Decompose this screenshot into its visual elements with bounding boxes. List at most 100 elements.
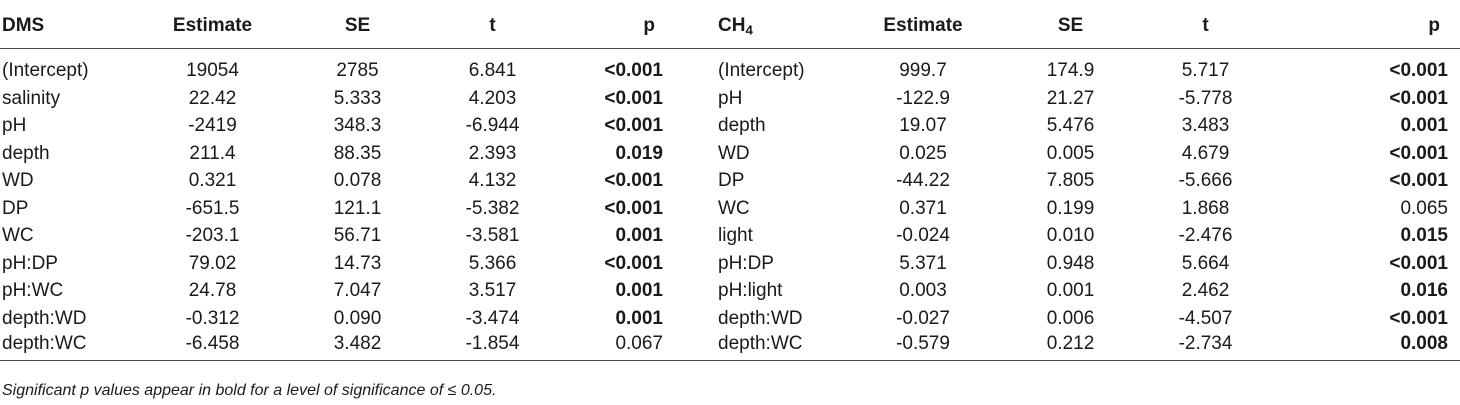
- table-row: depth:WC -6.458 3.482 -1.854 0.067 depth:WC -0…: [0, 332, 1460, 361]
- header-ch4-se: SE: [1003, 4, 1138, 49]
- dms-t-cell: 4.132: [468, 170, 517, 192]
- table-row: depth 211.4 88.35 2.393 0.019 WD 0.025 0.005 4.6…: [0, 140, 1460, 168]
- dms-p-cell: 0.001: [615, 225, 663, 247]
- header-dms-p: p: [560, 4, 693, 49]
- dms-estimate-cell: 19054: [186, 60, 239, 82]
- ch4-p-cell: <0.001: [1389, 252, 1448, 274]
- dms-t-cell: 6.841: [468, 60, 517, 82]
- header-ch4-p: p: [1273, 4, 1460, 49]
- ch4-se-cell: 21.27: [1046, 87, 1095, 109]
- ch4-estimate-cell: 5.371: [899, 252, 947, 274]
- ch4-term-cell: WD: [718, 142, 750, 164]
- table-row: pH:DP 79.02 14.73 5.366 <0.001 pH:DP 5.371 0.94…: [0, 250, 1460, 278]
- ch4-term-cell: light: [718, 225, 753, 247]
- ch4-estimate-cell: 999.7: [899, 60, 947, 82]
- table-row: pH:WC 24.78 7.047 3.517 0.001 pH:light 0.003 0.…: [0, 278, 1460, 306]
- dms-estimate-cell: -203.1: [185, 225, 240, 247]
- dms-p-cell: 0.067: [560, 332, 693, 361]
- dms-p-cell: 0.001: [615, 307, 663, 329]
- table-row: depth:WD -0.312 0.090 -3.474 0.001 depth:WD -0…: [0, 305, 1460, 333]
- dms-p-cell: <0.001: [604, 170, 663, 192]
- table-row: DP -651.5 121.1 -5.382 <0.001 WC 0.371 0.199 1.8…: [0, 195, 1460, 223]
- header-ch4: CH4: [693, 4, 843, 49]
- ch4-p-cell: <0.001: [1389, 87, 1448, 109]
- ch4-t-cell: 5.717: [1181, 60, 1230, 82]
- dms-estimate-cell: 22.42: [188, 87, 237, 109]
- ch4-p-cell: 0.015: [1400, 225, 1448, 247]
- ch4-se-cell: 0.010: [1046, 225, 1095, 247]
- ch4-p-cell: <0.001: [1389, 170, 1448, 192]
- header-dms-estimate: Estimate: [135, 4, 290, 49]
- ch4-t-cell: -2.476: [1178, 225, 1233, 247]
- dms-t-cell: 3.517: [468, 280, 517, 302]
- dms-se-cell: 14.73: [333, 252, 382, 274]
- ch4-estimate-cell: -44.22: [896, 170, 950, 192]
- dms-p-cell: 0.001: [615, 280, 663, 302]
- dms-t-cell: -3.581: [465, 225, 520, 247]
- dms-p-cell: <0.001: [604, 197, 663, 219]
- ch4-term-cell: (Intercept): [718, 60, 805, 82]
- dms-p-cell: <0.001: [604, 87, 663, 109]
- dms-estimate-cell: -651.5: [185, 197, 240, 219]
- dms-se-cell: 348.3: [333, 115, 382, 137]
- ch4-term-cell: depth:WD: [718, 307, 803, 329]
- dms-term-cell: WD: [2, 170, 34, 192]
- header-dms-se: SE: [290, 4, 425, 49]
- table-row: WD 0.321 0.078 4.132 <0.001 DP -44.22 7.805 -5.6…: [0, 168, 1460, 196]
- ch4-p-cell: 0.065: [1400, 197, 1448, 219]
- ch4-p-cell: 0.008: [1273, 332, 1460, 361]
- dms-se-cell: 2785: [336, 60, 379, 82]
- ch4-p-cell: <0.001: [1389, 307, 1448, 329]
- ch4-se-cell: 0.948: [1046, 252, 1095, 274]
- ch4-term-cell: pH:light: [718, 280, 783, 302]
- dms-se-cell: 0.090: [333, 307, 382, 329]
- ch4-p-cell: 0.001: [1400, 115, 1448, 137]
- dms-estimate-cell: -0.312: [185, 307, 240, 329]
- ch4-se-cell: 7.805: [1046, 170, 1095, 192]
- table-body: (Intercept) 19054 2785 6.841 <0.001 (Intercep…: [0, 48, 1460, 361]
- ch4-term-cell: pH:DP: [718, 252, 774, 274]
- dms-term-cell: pH:DP: [2, 252, 58, 274]
- dms-t-cell: 5.366: [468, 252, 517, 274]
- dms-t-cell: -1.854: [425, 332, 560, 361]
- table-header-row: DMS Estimate SE t p CH4 Estimate SE t p: [0, 4, 1460, 49]
- ch4-estimate-cell: -122.9: [896, 87, 950, 109]
- dms-se-cell: 121.1: [333, 197, 382, 219]
- dms-estimate-cell: 24.78: [188, 280, 237, 302]
- regression-table: DMS Estimate SE t p CH4 Estimate SE t p …: [0, 4, 1460, 361]
- ch4-t-cell: 4.679: [1181, 142, 1230, 164]
- dms-se-cell: 7.047: [333, 280, 382, 302]
- ch4-se-cell: 0.001: [1046, 280, 1095, 302]
- ch4-term-cell: depth:WC: [693, 332, 843, 361]
- dms-term-cell: pH:WC: [2, 280, 64, 302]
- dms-t-cell: -3.474: [465, 307, 520, 329]
- ch4-term-cell: pH: [718, 87, 743, 109]
- ch4-se-cell: 0.005: [1046, 142, 1095, 164]
- dms-t-cell: -6.944: [465, 115, 520, 137]
- ch4-se-cell: 0.212: [1003, 332, 1138, 361]
- ch4-t-cell: 1.868: [1181, 197, 1230, 219]
- dms-term-cell: (Intercept): [2, 60, 89, 82]
- table-row: salinity 22.42 5.333 4.203 <0.001 pH -122.9 21.…: [0, 85, 1460, 113]
- ch4-p-cell: <0.001: [1389, 60, 1448, 82]
- dms-term-cell: depth:WC: [0, 332, 135, 361]
- ch4-t-cell: -4.507: [1178, 307, 1233, 329]
- dms-estimate-cell: 79.02: [188, 252, 237, 274]
- ch4-estimate-cell: 0.025: [899, 142, 947, 164]
- dms-se-cell: 5.333: [333, 87, 382, 109]
- table-row: (Intercept) 19054 2785 6.841 <0.001 (Intercep…: [0, 48, 1460, 85]
- dms-p-cell: 0.019: [615, 142, 663, 164]
- ch4-se-cell: 174.9: [1046, 60, 1095, 82]
- dms-p-cell: <0.001: [604, 60, 663, 82]
- ch4-se-cell: 0.199: [1046, 197, 1095, 219]
- table-row: pH -2419 348.3 -6.944 <0.001 depth 19.07 5.476 3…: [0, 113, 1460, 141]
- dms-p-cell: <0.001: [604, 115, 663, 137]
- header-ch4-estimate: Estimate: [843, 4, 1003, 49]
- table-row: WC -203.1 56.71 -3.581 0.001 light -0.024 0.010…: [0, 223, 1460, 251]
- ch4-t-cell: -5.778: [1178, 87, 1233, 109]
- ch4-p-cell: 0.016: [1400, 280, 1448, 302]
- ch4-se-cell: 0.006: [1046, 307, 1095, 329]
- dms-se-cell: 88.35: [333, 142, 382, 164]
- header-ch4-subscript: 4: [745, 21, 753, 37]
